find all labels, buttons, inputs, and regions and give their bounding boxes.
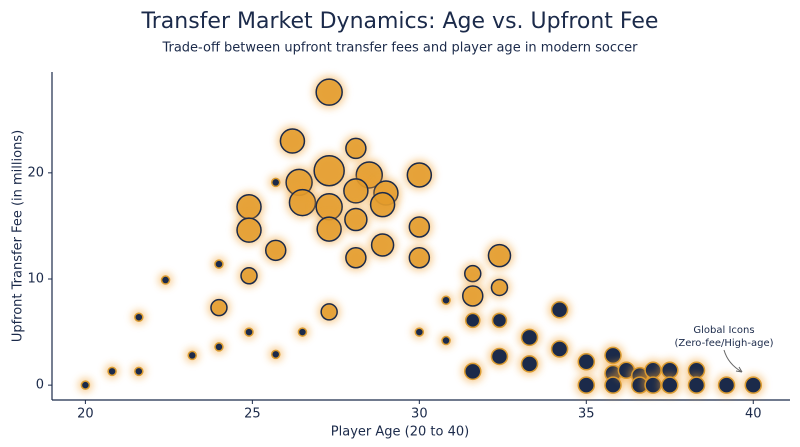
chart-title: Transfer Market Dynamics: Age vs. Upfron… [141,9,659,34]
bubble [462,285,484,307]
bubble [577,353,596,371]
bubble [270,349,281,360]
bubble-series [78,175,765,397]
bubble [520,328,539,347]
annotation: Global Icons [693,325,754,336]
y-tick-label: 20 [27,165,44,180]
annotation: (Zero-fee/High-age) [674,338,773,349]
bubble [661,376,679,394]
bubble [279,128,306,154]
bubble [214,342,224,352]
bubble [345,137,367,160]
bubble [369,191,396,218]
bubble [316,216,342,242]
bubble [520,355,539,373]
bubble [107,366,117,377]
bubble [604,346,622,365]
bubble [487,243,512,268]
x-tick-label: 20 [77,407,94,422]
bubble [240,267,258,285]
bubble [465,312,481,329]
annotation-arrow [723,349,743,373]
bubble [315,78,343,106]
bubble [550,301,569,319]
y-axis-label: Upfront Transfer Fee (in millions) [11,130,26,342]
bubble [464,362,482,381]
bubble-series [207,76,514,323]
annotation-arrowhead [735,366,743,373]
bubble [214,259,224,269]
bubble [441,295,451,305]
y-tick-label: 0 [36,378,44,393]
bubble [80,380,91,390]
bubble [345,247,367,269]
x-tick-label: 35 [578,407,595,422]
bubble [344,207,368,232]
bubble [550,340,569,358]
bubble [313,154,345,187]
x-axis-label: Player Age (20 to 40) [331,425,469,440]
bubble [343,178,369,204]
chart-subtitle: Trade-off between upfront transfer fees … [161,41,638,56]
bubble [264,239,287,262]
bubble [490,278,509,297]
bubble [577,376,596,394]
bubble [408,216,431,238]
bubble [187,350,198,361]
bubble [288,188,317,217]
bubble [406,162,433,188]
bubble [236,217,262,243]
bubble [408,247,431,269]
bubble [464,264,482,283]
x-tick-label: 40 [745,407,762,422]
bubble [244,327,254,337]
y-tick-label: 10 [27,271,44,286]
bubble [297,327,308,337]
bubble [210,298,228,317]
bubble [441,335,451,346]
bubble [134,366,144,377]
bubble [270,177,281,188]
bubble [687,376,706,394]
bubble [134,312,144,322]
bubble [490,347,509,366]
bubble [717,376,736,394]
bubble [604,376,622,394]
bubble [744,376,763,394]
bubble [491,312,508,329]
bubble [644,376,662,394]
bubble [414,327,425,337]
bubble [160,275,171,285]
x-tick-label: 30 [411,407,428,422]
x-tick-label: 25 [244,407,261,422]
bubble [320,303,338,321]
bubble [370,233,395,257]
